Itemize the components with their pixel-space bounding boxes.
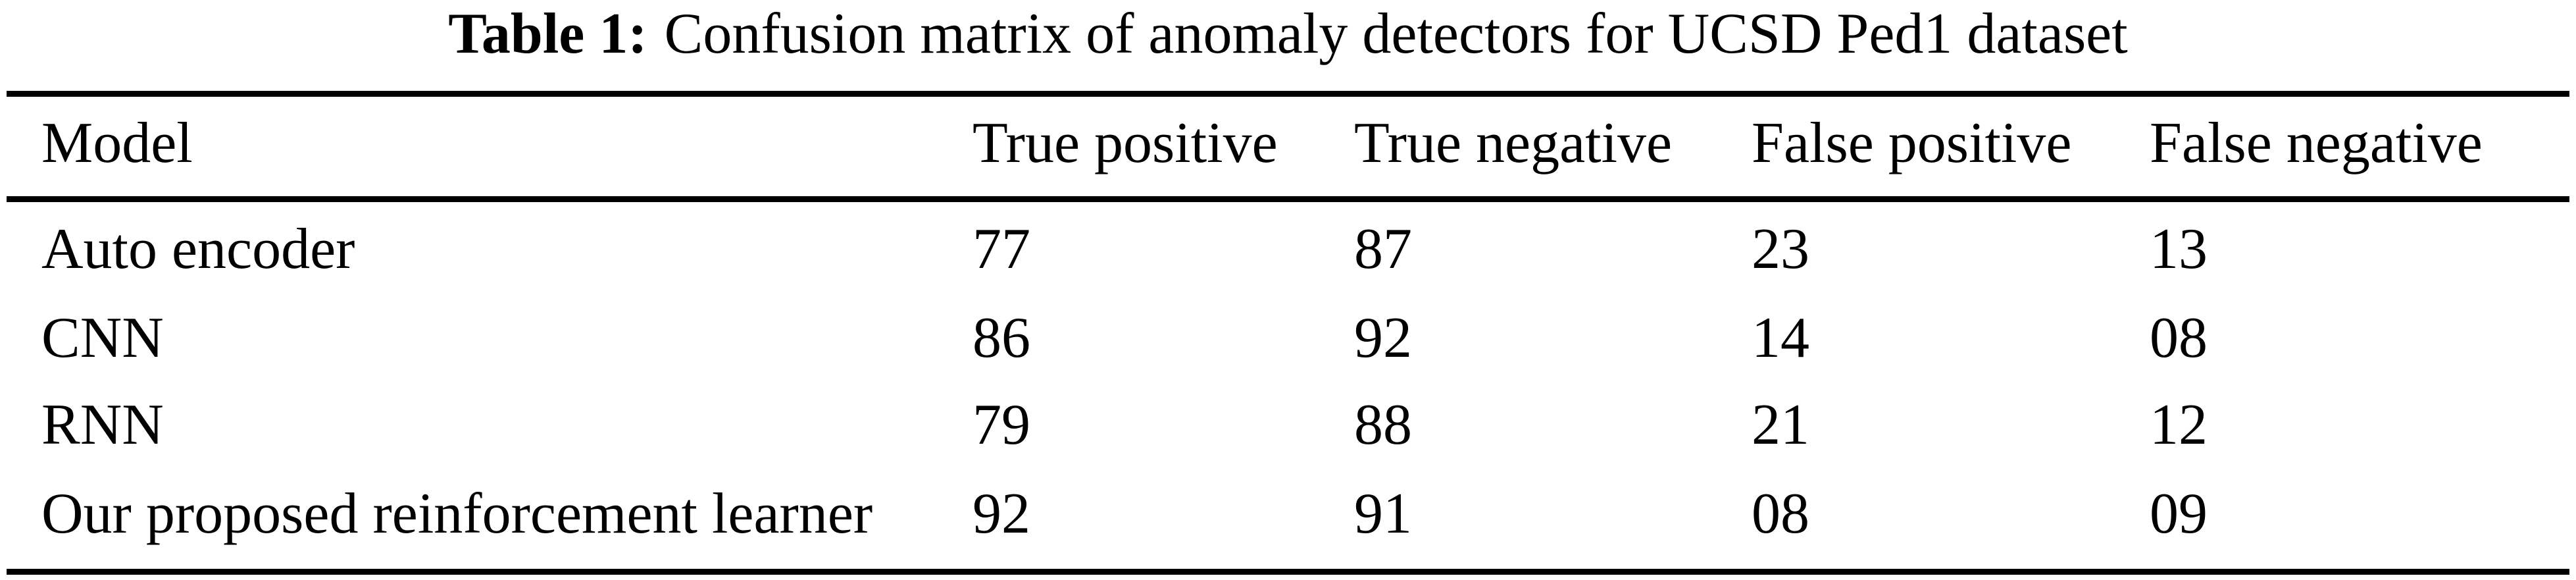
- table-caption-text: Confusion matrix of anomaly detectors fo…: [664, 2, 2128, 66]
- table-row: RNN 79 88 21 12: [0, 396, 2576, 462]
- table-header-rule: [7, 196, 2569, 202]
- column-header-true-negative: True negative: [1354, 111, 1673, 175]
- column-header-false-positive: False positive: [1752, 111, 2072, 175]
- cell-true-positive: 86: [972, 306, 1030, 370]
- cell-true-negative: 87: [1354, 217, 1412, 281]
- table-row: Our proposed reinforcement learner 92 91…: [0, 485, 2576, 551]
- cell-false-negative: 12: [2150, 393, 2208, 457]
- column-header-false-negative: False negative: [2150, 111, 2483, 175]
- cell-false-negative: 13: [2150, 217, 2208, 281]
- cell-true-negative: 91: [1354, 482, 1412, 546]
- table-top-rule: [7, 91, 2569, 97]
- table-caption-label: Table 1:: [448, 2, 647, 66]
- cell-false-negative: 08: [2150, 306, 2208, 370]
- cell-false-positive: 21: [1752, 393, 1809, 457]
- cell-false-positive: 23: [1752, 217, 1809, 281]
- cell-false-positive: 14: [1752, 306, 1809, 370]
- cell-true-positive: 77: [972, 217, 1030, 281]
- column-header-model: Model: [41, 111, 193, 175]
- cell-true-negative: 88: [1354, 393, 1412, 457]
- cell-false-negative: 09: [2150, 482, 2208, 546]
- cell-model: Our proposed reinforcement learner: [41, 482, 873, 546]
- cell-model: Auto encoder: [41, 217, 355, 281]
- table-bottom-rule: [7, 569, 2569, 575]
- cell-true-negative: 92: [1354, 306, 1412, 370]
- cell-model: RNN: [41, 393, 164, 457]
- table-header-row: Model True positive True negative False …: [0, 115, 2576, 180]
- column-header-true-positive: True positive: [972, 111, 1278, 175]
- cell-model: CNN: [41, 306, 164, 370]
- table-row: Auto encoder 77 87 23 13: [0, 221, 2576, 286]
- cell-true-positive: 79: [972, 393, 1030, 457]
- cell-false-positive: 08: [1752, 482, 1809, 546]
- cell-true-positive: 92: [972, 482, 1030, 546]
- table-row: CNN 86 92 14 08: [0, 309, 2576, 375]
- table-caption: Table 1: Confusion matrix of anomaly dete…: [0, 5, 2576, 63]
